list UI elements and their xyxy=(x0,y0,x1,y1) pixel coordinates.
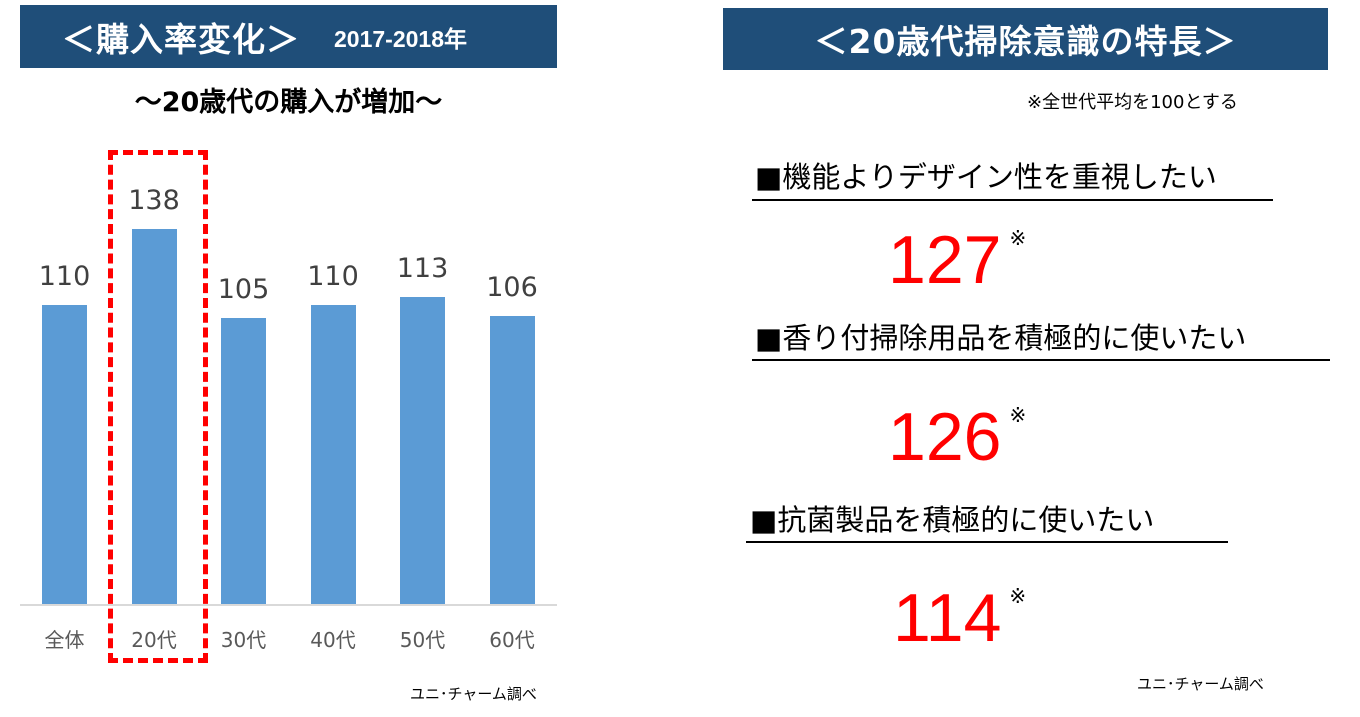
bar-20代 xyxy=(131,228,177,604)
bar-全体 xyxy=(42,304,87,604)
asterisk-note-mark: ※ xyxy=(1009,403,1027,427)
chart-subtitle: ～20歳代の購入が増加～ xyxy=(134,87,443,118)
bar-value-label: 105 xyxy=(217,274,270,306)
left-banner: ＜購入率変化＞ 2017-2018年 xyxy=(20,5,557,68)
left-banner-period: 2017-2018年 xyxy=(334,25,467,52)
bar-value-label: 110 xyxy=(38,260,91,292)
category-label: 30代 xyxy=(220,628,267,652)
feature-value-scent-number: 126 xyxy=(888,399,1002,475)
x-axis-line xyxy=(20,604,557,606)
feature-rule-design xyxy=(752,199,1273,201)
right-banner-title: ＜20歳代掃除意識の特長＞ xyxy=(814,22,1237,61)
feature-rule-antibacterial xyxy=(746,541,1228,543)
bar-60代 xyxy=(489,315,535,604)
feature-rule-scent xyxy=(752,359,1330,361)
right-source-note: ユニ･チャーム調べ xyxy=(1137,675,1264,693)
feature-value-antibacterial-number: 114 xyxy=(893,580,1002,656)
purchase-rate-bar-chart: 110 全体 138 20代 105 30代 110 40代 113 50代 106 60代 xyxy=(20,140,560,670)
bar-value-label: 106 xyxy=(486,271,538,303)
feature-value-antibacterial: 114 ※ xyxy=(893,584,1026,652)
feature-value-design-number: 127 xyxy=(888,222,1002,298)
feature-value-design: 127 ※ xyxy=(888,226,1026,294)
category-label: 40代 xyxy=(310,628,356,652)
category-label: 60代 xyxy=(489,628,535,652)
bar-value-label: 113 xyxy=(396,252,449,284)
asterisk-note-mark: ※ xyxy=(1009,226,1027,250)
right-banner: ＜20歳代掃除意識の特長＞ xyxy=(723,8,1328,70)
asterisk-note-mark: ※ xyxy=(1009,584,1027,608)
feature-value-scent: 126 ※ xyxy=(888,403,1026,471)
feature-heading-design: ■機能よりデザイン性を重視したい xyxy=(755,160,1217,194)
index-note: ※全世代平均を100とする xyxy=(1027,92,1238,113)
feature-heading-antibacterial: ■抗菌製品を積極的に使いたい xyxy=(750,503,1155,537)
feature-heading-scent: ■香り付掃除用品を積極的に使いたい xyxy=(755,321,1247,355)
bar-30代 xyxy=(221,318,266,604)
bar-40代 xyxy=(310,304,356,604)
bar-value-label: 110 xyxy=(307,260,359,292)
bar-50代 xyxy=(400,296,445,604)
highlight-20s-box xyxy=(108,150,208,663)
category-label: 20代 xyxy=(131,628,177,652)
category-label: 50代 xyxy=(399,628,446,652)
bar-value-label: 138 xyxy=(128,184,180,216)
category-label: 全体 xyxy=(44,628,85,652)
left-banner-title: ＜購入率変化＞ xyxy=(62,19,300,59)
left-source-note: ユニ･チャーム調べ xyxy=(410,685,537,703)
